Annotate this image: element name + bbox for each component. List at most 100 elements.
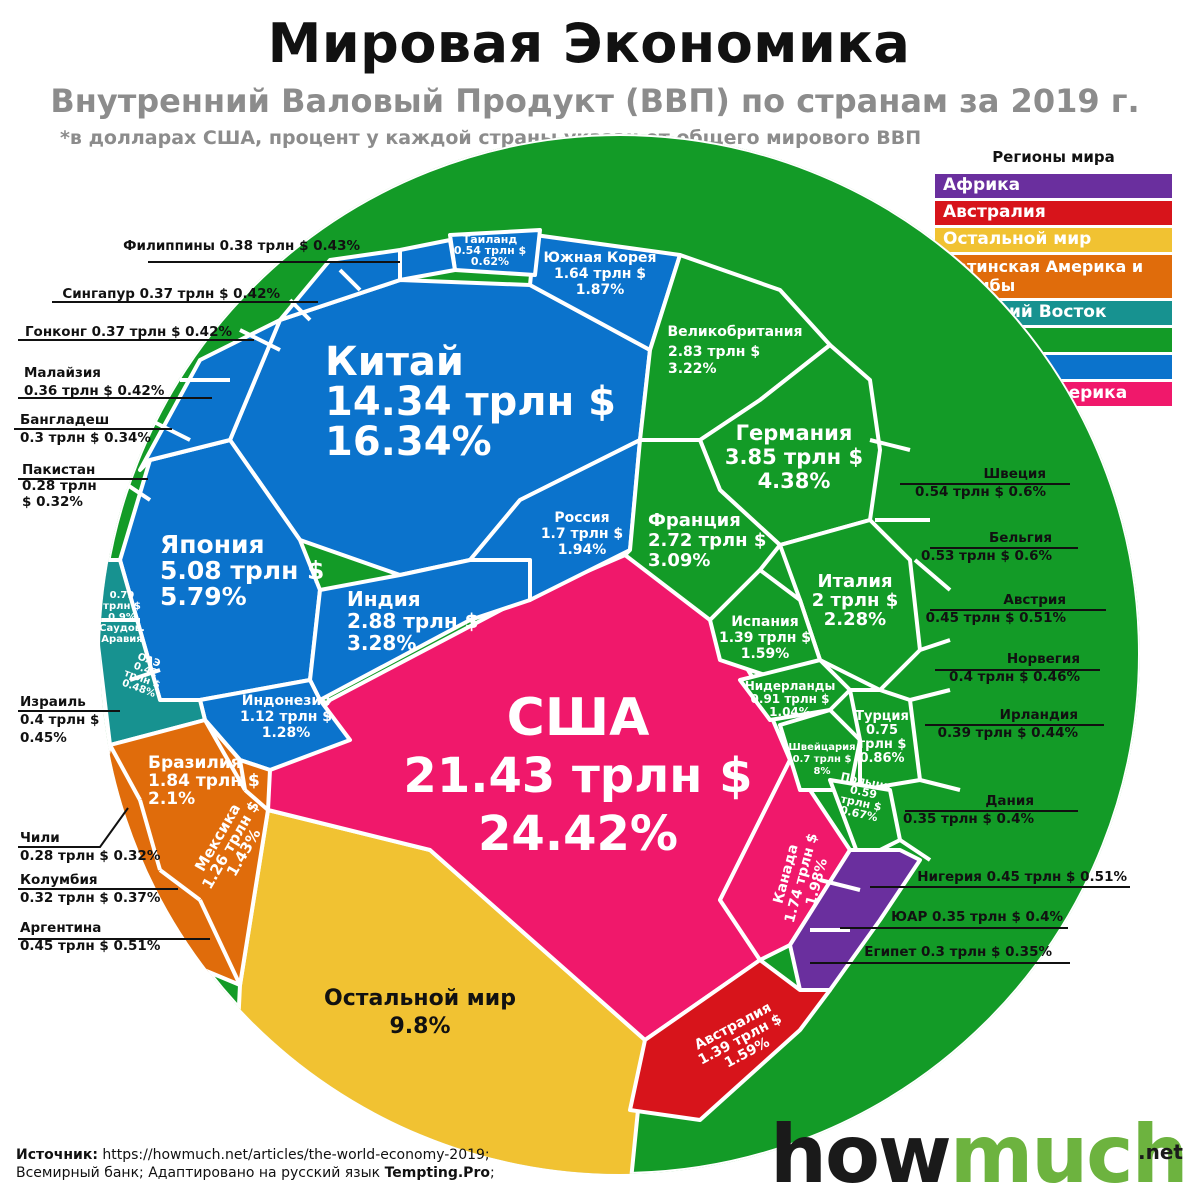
- logo-net: .net: [1138, 1140, 1183, 1164]
- cell-switzerland: [778, 708, 862, 792]
- source-label: Источник:: [16, 1147, 98, 1163]
- switzerland-label-line: Швейцария: [788, 742, 855, 753]
- chart-title: Мировая Экономика: [267, 12, 911, 75]
- uk-values-line: 3.22%: [668, 361, 717, 377]
- cell-border: [288, 298, 312, 322]
- israel-label-line: 0.45%: [20, 730, 67, 746]
- saudi-label-line: трлн $: [103, 601, 141, 612]
- chile-label-line: Чили: [20, 830, 60, 846]
- india-label: Индия 2.88 трлн $3.28%: [347, 587, 479, 655]
- source-url: https://howmuch.net/articles/the-world-e…: [97, 1147, 490, 1163]
- austria-label: Австрия 0.45 трлн $ 0.51%: [926, 592, 1067, 626]
- indonesia-label-line: 1.28%: [262, 725, 311, 741]
- source-tail: ;: [489, 1165, 495, 1181]
- brazil-label-line: 1.84 трлн $: [148, 771, 260, 791]
- japan-label-line: 5.08 трлн $: [160, 556, 324, 585]
- thailand-label-line: 0.54 трлн $: [454, 244, 526, 257]
- italy-label-line: 2.28%: [824, 609, 886, 630]
- source-line2: Всемирный банк; Адаптировано на русский …: [16, 1165, 385, 1181]
- howmuch-logo: howmuch: [770, 1115, 1189, 1195]
- italy-label: Италия 2 трлн $2.28%: [812, 571, 899, 630]
- rsa-label: ЮАР 0.35 трлн $ 0.4%: [891, 909, 1063, 925]
- israel-label: Израиль 0.4 трлн $ 0.45%: [20, 694, 99, 746]
- cell-border: [898, 838, 932, 862]
- logo-much: much: [949, 1108, 1189, 1201]
- switzerland-label-line: 8%: [814, 766, 831, 777]
- russia-label-line: 1.7 трлн $: [541, 526, 623, 542]
- france-label-line: 3.09%: [648, 550, 710, 571]
- saudi-label: 0.79 трлн $0.9% Саудов. Аравия: [99, 590, 145, 645]
- colombia-label-line: Колумбия: [20, 872, 98, 888]
- logo-how: how: [770, 1108, 952, 1201]
- spain-label-line: 1.59%: [741, 646, 790, 662]
- malaysia-label-line: Малайзия: [24, 365, 101, 381]
- usa-values: 21.43 трлн $24.42%: [403, 748, 752, 862]
- rsa-label-line: ЮАР 0.35 трлн $ 0.4%: [891, 909, 1063, 925]
- malaysia-label: Малайзия 0.36 трлн $ 0.42%: [24, 365, 165, 399]
- pakistan-label-line: Пакистан: [22, 462, 95, 478]
- belgium-label-line: 0.53 трлн $ 0.6%: [921, 548, 1052, 564]
- korea-label: Южная Корея 1.64 трлн $1.87%: [544, 250, 657, 298]
- sweden-label-line: 0.54 трлн $ 0.6%: [915, 484, 1046, 500]
- cell-border: [869, 438, 911, 452]
- netherlands-label-line: 0.91 трлн $: [751, 692, 830, 706]
- germany-label-line: 4.38%: [758, 469, 831, 493]
- usa-values-line: 21.43 трлн $: [403, 748, 752, 804]
- bangladesh-label: Бангладеш 0.3 трлн $ 0.34%: [20, 412, 151, 446]
- turkey-label-line: трлн $: [858, 737, 907, 752]
- argentina-label-line: Аргентина: [20, 920, 101, 936]
- thailand-label-line: Таиланд: [463, 233, 518, 246]
- philippines-label: Филиппины 0.38 трлн $ 0.43%: [123, 238, 360, 254]
- rest-label-line: 9.8%: [389, 1014, 450, 1039]
- legend-item: Африка: [935, 174, 1172, 198]
- germany-label-line: Германия: [736, 421, 853, 445]
- cell-border: [919, 778, 961, 792]
- thailand-label-line: 0.62%: [471, 255, 509, 268]
- belgium-label-line: Бельгия: [989, 530, 1052, 546]
- indonesia-label: Индонезия 1.12 трлн $1.28%: [240, 693, 332, 741]
- saudi-label-line: Саудов.: [99, 623, 145, 634]
- poland-label-line: 0.59: [849, 783, 878, 801]
- saudi-label-line: Аравия: [101, 634, 142, 645]
- france-label: Франция 2.72 трлн $3.09%: [648, 510, 766, 571]
- uk-label: Великобритания: [668, 324, 803, 340]
- ireland-label-line: 0.39 трлн $ 0.44%: [938, 725, 1079, 741]
- brazil-label: Бразилия 1.84 трлн $2.1%: [148, 753, 260, 809]
- japan-label-line: 5.79%: [160, 582, 247, 611]
- rest-label: Остальной мир 9.8%: [324, 986, 516, 1039]
- brazil-label-line: 2.1%: [148, 789, 195, 809]
- russia-label-line: 1.94%: [558, 542, 607, 558]
- chile-label: Чили 0.28 трлн $ 0.32%: [20, 830, 161, 864]
- source-site: Tempting.Pro: [384, 1165, 490, 1181]
- germany-label-line: 3.85 трлн $: [725, 445, 863, 469]
- usa-values-line: 24.42%: [478, 806, 678, 862]
- russia-label: Россия 1.7 трлн $1.94%: [541, 510, 623, 558]
- colombia-label: Колумбия 0.32 трлн $ 0.37%: [20, 872, 161, 906]
- cell-border: [108, 744, 142, 801]
- colombia-label-line: 0.32 трлн $ 0.37%: [20, 890, 161, 906]
- philippines-label-line: Филиппины 0.38 трлн $ 0.43%: [123, 238, 360, 254]
- denmark-label-line: 0.35 трлн $ 0.4%: [903, 811, 1034, 827]
- legend-title: Регионы мира: [992, 148, 1115, 166]
- pakistan-label-line: 0.28 трлн: [22, 478, 97, 494]
- denmark-label-line: Дания: [985, 793, 1034, 809]
- cell-border: [919, 638, 951, 652]
- spain-label-line: Испания: [731, 614, 799, 630]
- italy-label-line: 2 трлн $: [812, 590, 899, 611]
- canada-label: Канада1.74 трлн $1.98%: [766, 827, 836, 928]
- netherlands-label-line: Нидерланды: [745, 679, 836, 693]
- saudi-label-line: 0.79: [110, 590, 135, 601]
- israel-label-line: Израиль: [20, 694, 86, 710]
- japan-label-line: Япония: [160, 530, 265, 559]
- indonesia-label-line: 1.12 трлн $: [240, 709, 332, 725]
- egypt-label-line: Египет 0.3 трлн $ 0.35%: [864, 944, 1052, 960]
- malaysia-label-line: 0.36 трлн $ 0.42%: [24, 383, 165, 399]
- china-label: Китай 14.34 трлн $16.34%: [325, 339, 616, 465]
- nigeria-label-line: Нигерия 0.45 трлн $ 0.51%: [917, 869, 1127, 885]
- cell-border: [203, 719, 247, 791]
- cell-border: [243, 788, 270, 812]
- sweden-label: Швеция 0.54 трлн $ 0.6%: [915, 466, 1046, 500]
- norway-label-line: Норвегия: [1007, 651, 1080, 667]
- israel-label-line: 0.4 трлн $: [20, 712, 99, 728]
- chart-subtitle: Внутренний Валовый Продукт (ВВП) по стра…: [50, 82, 1140, 120]
